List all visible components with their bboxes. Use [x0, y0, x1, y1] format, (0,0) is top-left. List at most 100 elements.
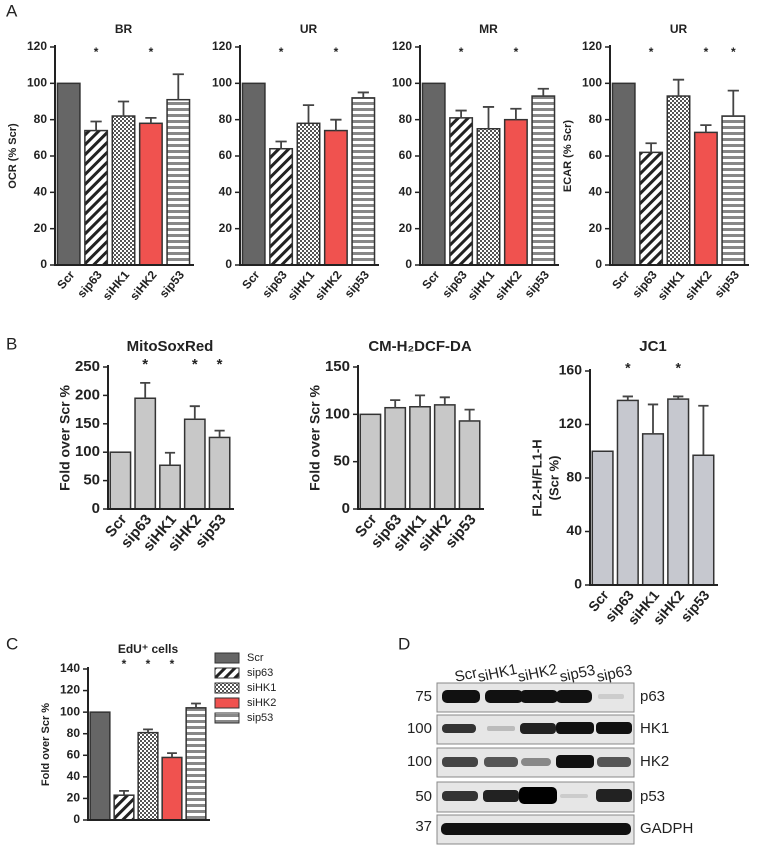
protein-label: p53: [640, 788, 665, 805]
x-tick-label: sip53: [522, 268, 553, 301]
x-tick-label: sip53: [157, 268, 188, 301]
x-tick-label: Scr: [239, 268, 262, 292]
y-tick-label: 100: [582, 76, 602, 90]
marker-label: 100: [407, 753, 432, 770]
error-bar: [537, 87, 549, 97]
bar: [359, 413, 382, 510]
bar: [84, 129, 109, 266]
significance-star: *: [142, 356, 148, 373]
x-tick-label: sip53: [342, 268, 373, 301]
error-bar: [414, 394, 426, 407]
bar: [89, 711, 111, 821]
legend-label: sip53: [247, 712, 273, 724]
y-tick-label: 80: [67, 726, 81, 740]
bar: [692, 454, 715, 586]
bar: [111, 115, 136, 266]
legend-swatch: [214, 712, 240, 724]
bar-chart: EdU⁺ cells Fold over Scr % 0 20 40 60 80 100 120…: [40, 642, 276, 826]
significance-star: *: [625, 360, 631, 376]
y-tick-label: 40: [34, 185, 48, 199]
protein-label: HK1: [640, 720, 669, 737]
legend-label: siHK2: [247, 697, 276, 709]
error-bar: [189, 405, 200, 420]
bar: [531, 95, 556, 266]
x-tick-label: sip53: [677, 587, 712, 625]
bar: [421, 82, 446, 266]
blot-row: [436, 781, 635, 813]
error-bar: [143, 728, 153, 733]
error-bar: [117, 100, 130, 117]
bar: [409, 406, 431, 510]
protein-label: p63: [640, 688, 665, 705]
significance-star: *: [514, 45, 519, 59]
bar: [183, 418, 206, 510]
y-tick-label: 0: [92, 500, 100, 517]
y-tick-label: 20: [34, 221, 48, 235]
bar: [667, 398, 690, 586]
y-tick-label: 200: [75, 386, 100, 403]
panel-label: B: [6, 334, 17, 353]
significance-star: *: [731, 45, 736, 59]
y-tick-label: 60: [399, 148, 413, 162]
significance-star: *: [146, 657, 151, 671]
y-tick-label: 80: [589, 112, 603, 126]
y-tick-label: 100: [392, 76, 412, 90]
error-bar: [390, 399, 401, 408]
y-tick-label: 0: [405, 257, 412, 271]
error-bar: [727, 89, 739, 117]
x-tick-label: siHK1: [285, 268, 318, 303]
bar: [56, 82, 81, 266]
y-tick-label: 20: [67, 791, 81, 805]
x-tick-label: siHK1: [655, 268, 688, 303]
bar: [241, 82, 266, 266]
significance-star: *: [149, 45, 154, 59]
significance-star: *: [217, 356, 223, 373]
bar: [641, 433, 665, 586]
panel-label: A: [6, 1, 18, 20]
legend-label: Scr: [247, 652, 264, 664]
axes: [54, 45, 194, 266]
legend-swatch: [214, 682, 240, 694]
bar: [113, 794, 135, 821]
error-bar: [275, 140, 287, 149]
marker-label: 75: [415, 688, 432, 705]
bar: [351, 97, 376, 266]
bar: [476, 128, 501, 266]
axes: [107, 365, 234, 510]
protein-label: GADPH: [640, 820, 693, 837]
y-tick-label: 50: [83, 472, 100, 489]
significance-star: *: [334, 45, 339, 59]
axes: [87, 667, 210, 821]
error-bar: [698, 404, 709, 456]
bar: [591, 450, 614, 586]
error-bar: [482, 106, 495, 129]
y-tick-label: 120: [559, 415, 583, 431]
legend-swatch: [214, 697, 240, 709]
x-tick-label: sip53: [712, 268, 743, 301]
bar: [611, 82, 636, 266]
bar: [449, 117, 474, 266]
blot-row: [436, 814, 635, 845]
protein-label: HK2: [640, 753, 669, 770]
y-axis-label: FL2-H/FL1-H: [529, 439, 544, 516]
error-bar: [119, 789, 129, 796]
bar: [323, 129, 348, 266]
chart-title: CM-H₂DCF-DA: [368, 338, 471, 355]
y-tick-label: 40: [67, 769, 81, 783]
y-tick-label: 150: [325, 358, 350, 375]
y-tick-label: 0: [595, 257, 602, 271]
y-tick-label: 120: [27, 39, 47, 53]
legend-swatch: [214, 667, 240, 679]
blot-row: [436, 682, 635, 713]
y-tick-label: 80: [34, 112, 48, 126]
lane-label: Scr: [453, 664, 479, 685]
axes: [357, 365, 484, 510]
legend-swatch: [214, 652, 240, 664]
x-tick-label: Scr: [609, 268, 632, 292]
bar: [185, 707, 207, 821]
bar-chart: MitoSoxRed Fold over Scr % 0 50 100 150 200 250…: [57, 338, 234, 555]
y-tick-label: 100: [27, 76, 47, 90]
y-axis-label: (Scr %): [546, 456, 561, 501]
bar: [296, 122, 321, 266]
